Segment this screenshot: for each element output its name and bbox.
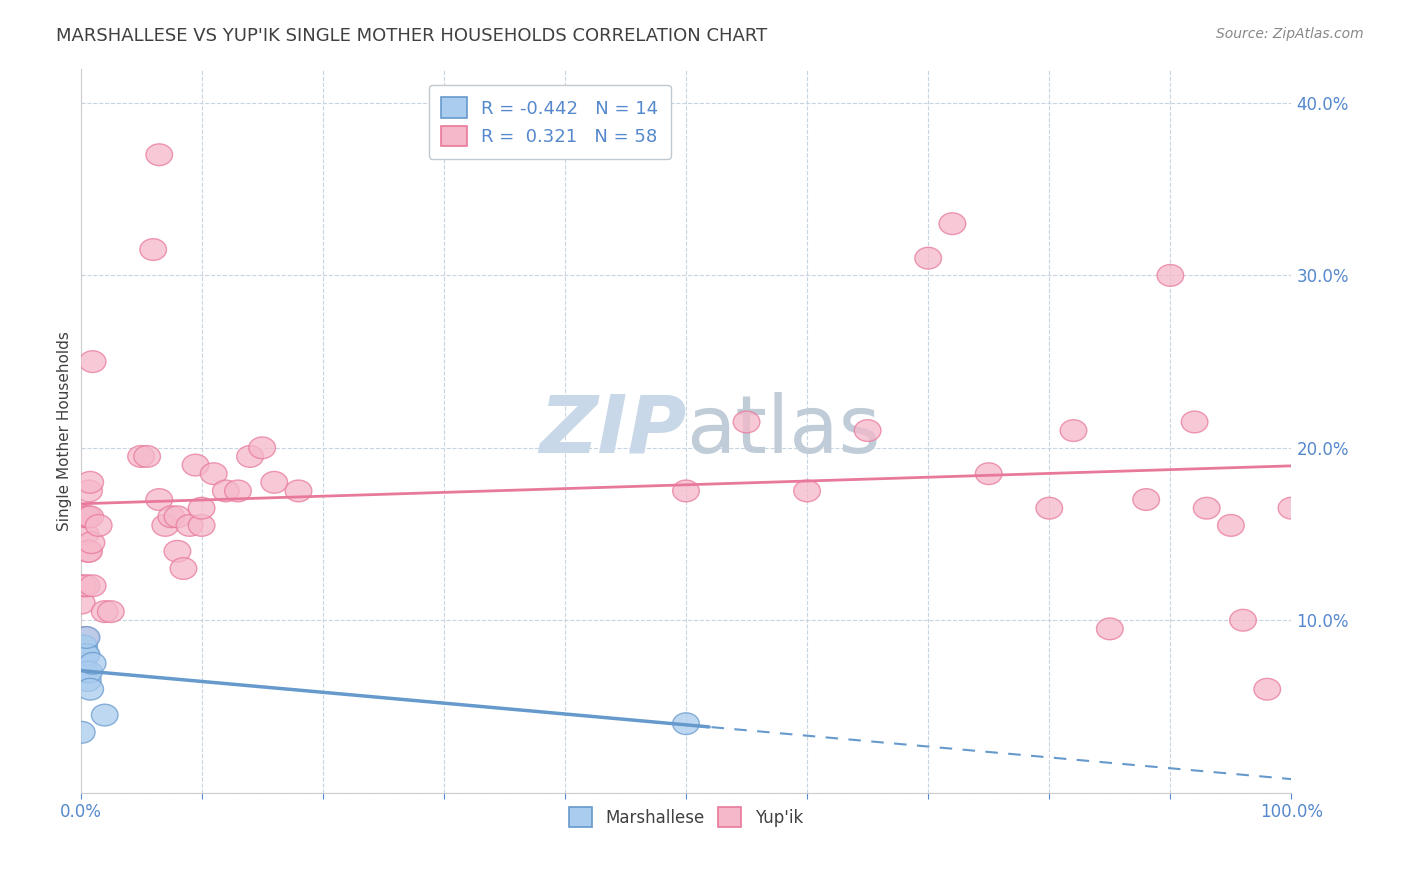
Ellipse shape: [79, 652, 105, 674]
Ellipse shape: [75, 506, 101, 528]
Ellipse shape: [76, 661, 103, 683]
Ellipse shape: [1230, 609, 1257, 632]
Ellipse shape: [1097, 618, 1123, 640]
Ellipse shape: [75, 670, 101, 691]
Ellipse shape: [201, 463, 226, 484]
Ellipse shape: [70, 575, 96, 597]
Ellipse shape: [73, 626, 100, 648]
Ellipse shape: [165, 506, 191, 528]
Ellipse shape: [188, 498, 215, 519]
Text: ZIP: ZIP: [538, 392, 686, 469]
Ellipse shape: [76, 541, 103, 562]
Ellipse shape: [183, 454, 209, 476]
Ellipse shape: [97, 600, 124, 623]
Ellipse shape: [1133, 489, 1160, 510]
Ellipse shape: [91, 704, 118, 726]
Ellipse shape: [672, 713, 699, 734]
Ellipse shape: [188, 515, 215, 536]
Ellipse shape: [73, 575, 100, 597]
Ellipse shape: [1060, 420, 1087, 442]
Ellipse shape: [73, 506, 100, 528]
Ellipse shape: [72, 626, 98, 648]
Ellipse shape: [176, 515, 202, 536]
Ellipse shape: [77, 472, 104, 493]
Ellipse shape: [794, 480, 821, 502]
Ellipse shape: [733, 411, 759, 433]
Ellipse shape: [855, 420, 882, 442]
Ellipse shape: [70, 635, 96, 657]
Ellipse shape: [249, 437, 276, 458]
Ellipse shape: [75, 541, 101, 562]
Ellipse shape: [70, 635, 97, 657]
Ellipse shape: [70, 652, 96, 674]
Ellipse shape: [262, 472, 288, 493]
Ellipse shape: [976, 463, 1002, 484]
Ellipse shape: [157, 506, 184, 528]
Ellipse shape: [1181, 411, 1208, 433]
Ellipse shape: [70, 506, 97, 528]
Ellipse shape: [672, 480, 699, 502]
Ellipse shape: [79, 532, 104, 554]
Ellipse shape: [86, 515, 112, 536]
Text: MARSHALLESE VS YUP'IK SINGLE MOTHER HOUSEHOLDS CORRELATION CHART: MARSHALLESE VS YUP'IK SINGLE MOTHER HOUS…: [56, 27, 768, 45]
Ellipse shape: [72, 524, 98, 545]
Ellipse shape: [165, 541, 191, 562]
Ellipse shape: [77, 506, 104, 528]
Ellipse shape: [72, 644, 98, 665]
Ellipse shape: [1278, 498, 1305, 519]
Ellipse shape: [212, 480, 239, 502]
Ellipse shape: [285, 480, 312, 502]
Y-axis label: Single Mother Households: Single Mother Households: [58, 331, 72, 531]
Ellipse shape: [1254, 678, 1281, 700]
Ellipse shape: [170, 558, 197, 580]
Ellipse shape: [225, 480, 252, 502]
Ellipse shape: [76, 480, 103, 502]
Ellipse shape: [69, 592, 96, 614]
Text: Source: ZipAtlas.com: Source: ZipAtlas.com: [1216, 27, 1364, 41]
Ellipse shape: [146, 489, 173, 510]
Ellipse shape: [77, 678, 104, 700]
Ellipse shape: [79, 575, 105, 597]
Ellipse shape: [146, 144, 173, 166]
Ellipse shape: [134, 446, 160, 467]
Ellipse shape: [70, 661, 97, 683]
Ellipse shape: [79, 351, 105, 373]
Ellipse shape: [236, 446, 263, 467]
Ellipse shape: [152, 515, 179, 536]
Legend: Marshallese, Yup'ik: Marshallese, Yup'ik: [561, 799, 811, 835]
Ellipse shape: [939, 213, 966, 235]
Ellipse shape: [1036, 498, 1063, 519]
Text: atlas: atlas: [686, 392, 880, 469]
Ellipse shape: [1218, 515, 1244, 536]
Ellipse shape: [139, 239, 166, 260]
Ellipse shape: [1194, 498, 1220, 519]
Ellipse shape: [69, 722, 96, 743]
Ellipse shape: [91, 600, 118, 623]
Ellipse shape: [1157, 265, 1184, 286]
Ellipse shape: [128, 446, 155, 467]
Ellipse shape: [73, 644, 100, 665]
Ellipse shape: [915, 247, 942, 269]
